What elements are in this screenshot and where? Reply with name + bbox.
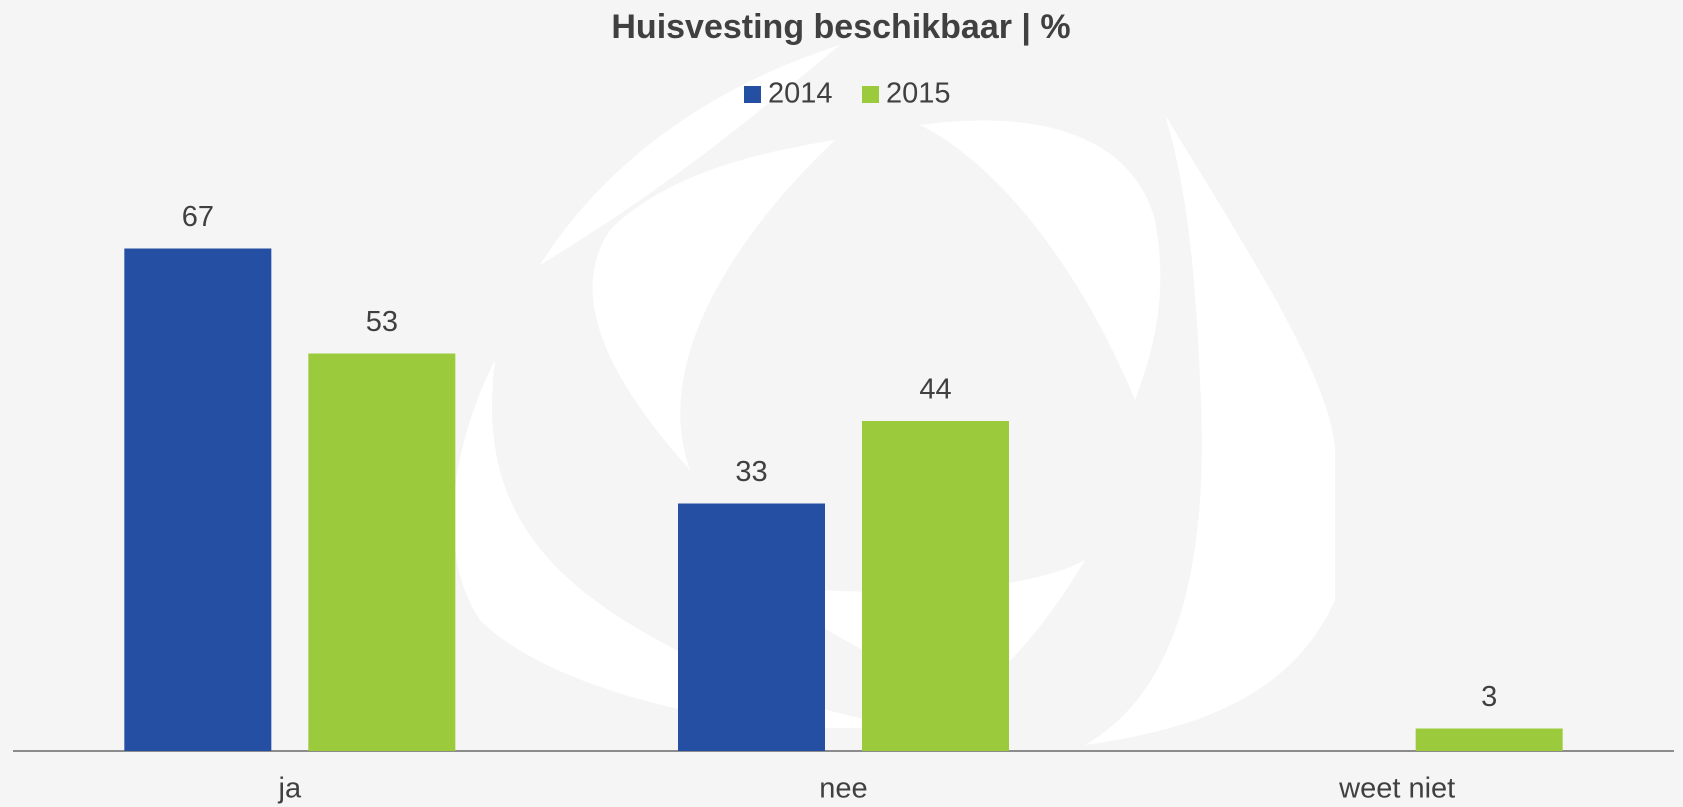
data-label: 33 (735, 456, 767, 488)
legend-label: 2014 (768, 78, 833, 110)
x-tick-label: ja (278, 773, 302, 805)
bar (1415, 728, 1563, 751)
bar (678, 503, 825, 751)
x-tick-label: nee (819, 773, 867, 805)
bar (862, 421, 1009, 751)
legend-swatch (862, 86, 879, 103)
legend-swatch (744, 86, 761, 103)
bar (124, 248, 272, 751)
data-label: 67 (182, 201, 214, 233)
data-label: 53 (366, 306, 398, 338)
x-tick-label: weet niet (1338, 773, 1455, 805)
data-label: 3 (1481, 681, 1497, 713)
bar (308, 353, 456, 751)
data-label: 44 (919, 374, 951, 406)
legend-label: 2015 (886, 78, 951, 110)
chart-title: Huisvesting beschikbaar | % (611, 8, 1070, 46)
